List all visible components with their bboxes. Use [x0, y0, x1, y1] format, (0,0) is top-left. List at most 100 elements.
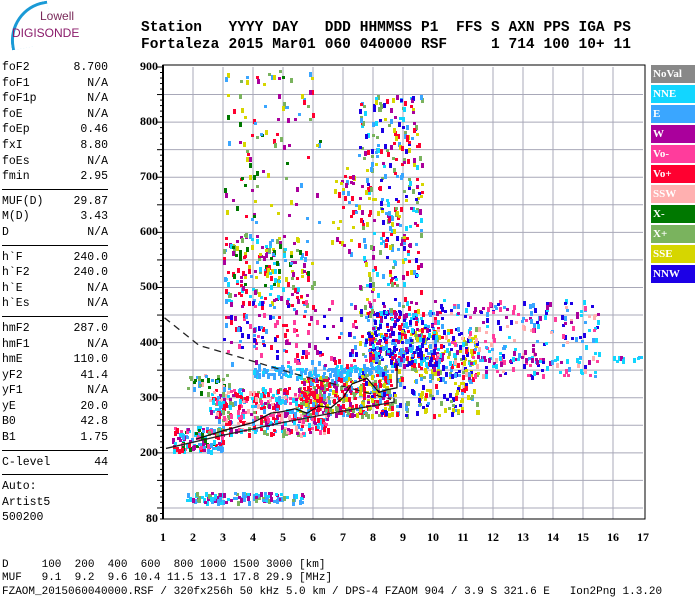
echo-point: [395, 198, 398, 201]
echo-point: [329, 407, 332, 412]
echo-point: [282, 106, 285, 111]
echo-point: [405, 322, 408, 327]
echo-point: [334, 368, 337, 373]
echo-point: [237, 501, 240, 506]
echo-point: [246, 80, 249, 85]
echo-point: [472, 377, 475, 382]
echo-point: [395, 278, 398, 281]
echo-point: [189, 497, 192, 502]
param-row: hmF1 N/A: [2, 337, 108, 353]
echo-point: [493, 338, 496, 343]
echo-point: [377, 293, 380, 298]
echo-point: [384, 407, 387, 412]
echo-point: [293, 418, 296, 421]
echo-point: [335, 386, 338, 391]
echo-point: [239, 250, 242, 255]
echo-point: [239, 399, 242, 404]
param-row: B0 42.8: [2, 414, 108, 430]
echo-point: [373, 340, 376, 343]
echo-point: [380, 311, 383, 316]
echo-point: [254, 405, 257, 408]
echo-point: [324, 412, 327, 415]
echo-point: [227, 73, 230, 78]
echo-point: [576, 314, 579, 319]
echo-point: [575, 337, 578, 342]
echo-point: [268, 73, 271, 76]
echo-point: [289, 369, 292, 374]
echo-point: [284, 248, 287, 251]
echo-point: [262, 327, 265, 332]
echo-point: [459, 345, 462, 350]
param-name: h`F2: [2, 266, 30, 280]
echo-point: [346, 180, 349, 185]
echo-point: [233, 109, 236, 114]
echo-point: [367, 399, 370, 402]
echo-point: [201, 432, 204, 437]
echo-point: [376, 357, 379, 362]
y-tick-label: 900: [140, 59, 158, 73]
echo-point: [238, 389, 241, 394]
echo-point: [385, 381, 388, 384]
echo-point: [238, 344, 241, 349]
echo-point: [352, 226, 355, 229]
echo-point: [465, 341, 468, 346]
echo-point: [388, 389, 391, 394]
echo-point: [364, 111, 367, 116]
echo-point: [387, 152, 390, 157]
echo-point: [271, 403, 274, 406]
echo-point: [218, 416, 221, 419]
echo-point: [416, 274, 419, 277]
echo-point: [370, 348, 373, 351]
echo-point: [398, 302, 401, 307]
echo-point: [283, 235, 286, 238]
echo-point: [445, 366, 448, 369]
echo-point: [258, 326, 261, 331]
echo-point: [256, 416, 259, 419]
echo-point: [466, 352, 469, 357]
header-value-5: RSF: [421, 37, 448, 53]
echo-point: [249, 175, 252, 180]
echo-point: [393, 168, 396, 173]
echo-point: [368, 383, 371, 386]
echo-point: [322, 411, 325, 414]
echo-point: [375, 401, 378, 406]
echo-point: [225, 77, 228, 82]
echo-point: [492, 311, 495, 314]
echo-point: [581, 340, 584, 343]
logo-text-lowell: Lowell: [40, 9, 75, 23]
echo-point: [348, 249, 351, 254]
echo-point: [443, 394, 446, 399]
echo-point: [255, 347, 258, 350]
echo-point: [365, 339, 368, 344]
echo-point: [395, 207, 398, 210]
echo-point: [280, 376, 283, 379]
echo-point: [474, 342, 477, 347]
echo-point: [300, 402, 303, 405]
echo-point: [242, 400, 245, 403]
echo-point: [264, 269, 267, 272]
echo-point: [172, 438, 175, 441]
echo-point: [283, 145, 286, 150]
echo-point: [433, 350, 436, 355]
echo-point: [326, 337, 329, 340]
echo-point: [340, 378, 343, 383]
echo-point: [391, 403, 394, 406]
echo-point: [396, 405, 399, 408]
echo-point: [524, 350, 527, 355]
echo-point: [527, 374, 530, 377]
echo-point: [301, 253, 304, 258]
echo-point: [455, 396, 458, 401]
echo-point: [388, 211, 391, 216]
echo-point: [385, 344, 388, 349]
y-tick-label: 600: [140, 224, 158, 239]
echo-point: [301, 501, 304, 504]
param-name: hmF1: [2, 337, 30, 351]
echo-point: [539, 316, 542, 321]
echo-point: [368, 349, 371, 352]
echo-point: [371, 375, 374, 380]
echo-point: [240, 498, 243, 503]
echo-point: [387, 283, 390, 286]
echo-point: [354, 392, 357, 395]
echo-point: [264, 297, 267, 300]
x-tick-label: 8: [370, 530, 376, 544]
